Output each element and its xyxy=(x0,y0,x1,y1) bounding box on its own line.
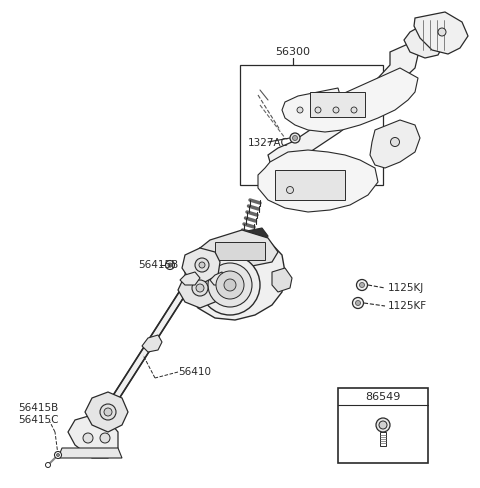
Circle shape xyxy=(376,418,390,432)
Circle shape xyxy=(391,138,399,146)
Polygon shape xyxy=(210,272,225,285)
Circle shape xyxy=(352,298,363,308)
Text: 1125KJ: 1125KJ xyxy=(388,283,424,293)
Text: 1125KF: 1125KF xyxy=(388,301,427,311)
Circle shape xyxy=(333,107,339,113)
Circle shape xyxy=(196,284,204,292)
Circle shape xyxy=(290,133,300,143)
Text: 56300: 56300 xyxy=(276,47,311,57)
Bar xyxy=(215,242,265,260)
Text: 56415B: 56415B xyxy=(138,260,178,270)
Circle shape xyxy=(192,280,208,296)
Text: 56415B: 56415B xyxy=(18,403,58,413)
Polygon shape xyxy=(268,44,418,165)
Polygon shape xyxy=(404,22,445,58)
Circle shape xyxy=(438,28,446,36)
Circle shape xyxy=(200,255,260,315)
Polygon shape xyxy=(238,228,268,248)
Polygon shape xyxy=(200,230,278,268)
Circle shape xyxy=(55,451,61,459)
Circle shape xyxy=(100,433,110,443)
Bar xyxy=(240,65,383,185)
Polygon shape xyxy=(258,150,378,212)
Polygon shape xyxy=(105,275,198,408)
Circle shape xyxy=(168,263,172,267)
Polygon shape xyxy=(185,235,285,320)
Circle shape xyxy=(216,271,244,299)
Polygon shape xyxy=(178,270,220,308)
Circle shape xyxy=(224,279,236,291)
Circle shape xyxy=(104,408,112,416)
Circle shape xyxy=(297,107,303,113)
Polygon shape xyxy=(142,335,162,352)
Polygon shape xyxy=(68,415,118,458)
Circle shape xyxy=(357,280,368,290)
Polygon shape xyxy=(58,448,122,458)
Polygon shape xyxy=(370,120,420,168)
Circle shape xyxy=(166,261,175,269)
Polygon shape xyxy=(282,68,418,132)
Polygon shape xyxy=(272,268,292,292)
Polygon shape xyxy=(180,272,200,285)
Circle shape xyxy=(100,404,116,420)
Circle shape xyxy=(195,258,209,272)
Circle shape xyxy=(360,283,364,287)
Circle shape xyxy=(315,107,321,113)
Text: 56415C: 56415C xyxy=(18,415,59,425)
Bar xyxy=(380,432,386,446)
Circle shape xyxy=(292,136,298,141)
Circle shape xyxy=(208,263,252,307)
Text: 1327AC: 1327AC xyxy=(248,138,289,148)
Circle shape xyxy=(199,262,205,268)
Circle shape xyxy=(83,433,93,443)
Bar xyxy=(338,388,428,463)
Circle shape xyxy=(287,186,293,194)
Circle shape xyxy=(356,301,360,305)
Circle shape xyxy=(351,107,357,113)
Polygon shape xyxy=(414,12,468,54)
Circle shape xyxy=(57,453,60,456)
Circle shape xyxy=(46,463,50,468)
Bar xyxy=(310,92,365,117)
Text: 86549: 86549 xyxy=(365,392,401,402)
Polygon shape xyxy=(182,248,220,282)
Text: 56410: 56410 xyxy=(178,367,211,377)
Circle shape xyxy=(379,421,387,429)
Polygon shape xyxy=(85,392,128,432)
Bar xyxy=(275,170,345,200)
